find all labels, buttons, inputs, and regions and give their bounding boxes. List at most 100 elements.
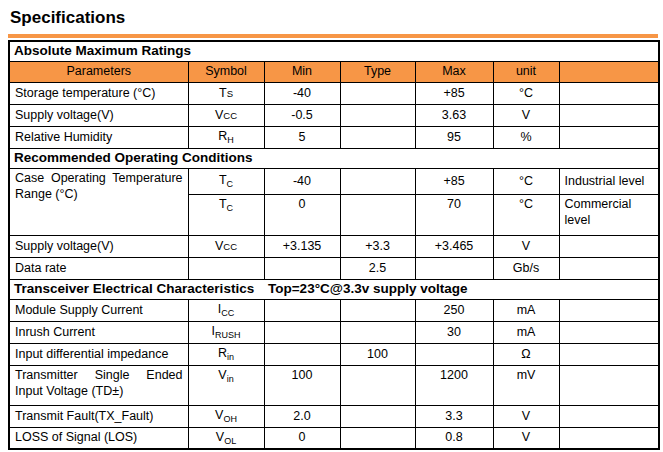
type-value-cell: [340, 168, 415, 194]
min-value-cell: 0: [264, 194, 340, 235]
note-cell: Commercial level: [559, 194, 659, 235]
section-cell: Absolute Maximum Ratings: [9, 41, 659, 61]
column-header-blank: [559, 61, 659, 82]
symbol-subscript: S: [227, 88, 233, 99]
symbol-base: V: [216, 430, 224, 444]
table-row: Supply voltage(V)VCC-0.53.63V: [9, 104, 659, 126]
symbol-cell: VCC: [188, 235, 264, 257]
max-value-cell: +85: [415, 82, 493, 104]
symbol-cell: TS: [188, 82, 264, 104]
section-subtitle: Top=23°C@3.3v supply voltage: [268, 281, 468, 296]
note-cell: [559, 126, 659, 148]
note-cell: [559, 82, 659, 104]
note-cell: [559, 405, 659, 427]
parameter-cell: Data rate: [9, 257, 188, 279]
table-row: Relative HumidityRH595%: [9, 126, 659, 148]
note-cell: [559, 104, 659, 126]
section-title: Transceiver Electrical Characteristics: [14, 281, 268, 298]
table-row: Supply voltage(V)VCC+3.135+3.3+3.465V: [9, 235, 659, 257]
type-value-cell: [340, 194, 415, 235]
table-row: Module Supply CurrentICC250mA: [9, 299, 659, 321]
unit-cell: V: [493, 235, 559, 257]
min-value-cell: 2.0: [264, 405, 340, 427]
symbol-base: V: [218, 368, 226, 382]
unit-cell: mA: [493, 321, 559, 343]
column-header-unit: unit: [493, 61, 559, 82]
table-row: Storage temperature (°C)TS-40+85°C: [9, 82, 659, 104]
parameter-cell: Supply voltage(V): [9, 104, 188, 126]
symbol-cell: Vin: [188, 365, 264, 405]
table-row: Transmit Fault(TX_Fault)VOH2.0 3.3V: [9, 405, 659, 427]
unit-cell: mA: [493, 299, 559, 321]
column-header-symbol: Symbol: [188, 61, 264, 82]
column-header-min: Min: [264, 61, 340, 82]
type-value-cell: +3.3: [340, 235, 415, 257]
max-value-cell: 95: [415, 126, 493, 148]
note-cell: Industrial level: [559, 168, 659, 194]
symbol-subscript: RUSH: [215, 330, 241, 340]
parameter-cell: Supply voltage(V): [9, 235, 188, 257]
symbol-base: R: [218, 129, 227, 143]
symbol-subscript: H: [227, 135, 234, 145]
parameter-cell: Input differential impedance: [9, 343, 188, 365]
max-value-cell: [415, 257, 493, 279]
min-value-cell: -40: [264, 82, 340, 104]
max-value-cell: 3.3: [415, 405, 493, 427]
unit-cell: %: [493, 126, 559, 148]
unit-cell: °C: [493, 82, 559, 104]
table-row: Transmitter Single Ended Input Voltage (…: [9, 365, 659, 405]
symbol-subscript: OL: [224, 435, 236, 445]
type-value-cell: [340, 299, 415, 321]
max-value-cell: 3.63: [415, 104, 493, 126]
symbol-subscript: C: [227, 202, 234, 212]
unit-cell: V: [493, 427, 559, 449]
type-value-cell: [340, 405, 415, 427]
unit-cell: V: [493, 405, 559, 427]
note-cell: [559, 343, 659, 365]
min-value-cell: 100: [264, 365, 340, 405]
unit-cell: Gb/s: [493, 257, 559, 279]
symbol-subscript: in: [227, 373, 234, 383]
max-value-cell: 70: [415, 194, 493, 235]
symbol-subscript: C: [227, 179, 234, 189]
symbol-cell: IRUSH: [188, 321, 264, 343]
column-header-max: Max: [415, 61, 493, 82]
section-cell: Recommended Operating Conditions: [9, 148, 659, 168]
min-value-cell: [264, 257, 340, 279]
symbol-cell: TC: [188, 168, 264, 194]
parameter-cell: Inrush Current: [9, 321, 188, 343]
unit-cell: °C: [493, 194, 559, 235]
symbol-cell: RH: [188, 126, 264, 148]
symbol-cell: VOH: [188, 405, 264, 427]
column-header-row: ParametersSymbolMinTypeMaxunit: [9, 61, 659, 82]
min-value-cell: +3.135: [264, 235, 340, 257]
spec-table: Absolute Maximum RatingsParametersSymbol…: [8, 40, 660, 450]
symbol-base: R: [218, 346, 227, 360]
section-header-row: Recommended Operating Conditions: [9, 148, 659, 168]
parameter-cell: Transmit Fault(TX_Fault): [9, 405, 188, 427]
table-row: Case Operating Temperature Range (°C)TC-…: [9, 168, 659, 194]
symbol-subscript: OH: [223, 414, 237, 424]
type-value-cell: [340, 365, 415, 405]
column-header-type: Type: [340, 61, 415, 82]
parameter-cell: Relative Humidity: [9, 126, 188, 148]
symbol-base: T: [219, 86, 227, 100]
column-header-parameters: Parameters: [9, 61, 188, 82]
table-row: Data rate 2.5 Gb/s: [9, 257, 659, 279]
min-value-cell: -40: [264, 168, 340, 194]
max-value-cell: 30: [415, 321, 493, 343]
symbol-base: T: [219, 197, 227, 211]
symbol-subscript: in: [227, 352, 234, 362]
table-row: Input differential impedanceRin100Ω: [9, 343, 659, 365]
min-value-cell: 5: [264, 126, 340, 148]
min-value-cell: [264, 321, 340, 343]
type-value-cell: 2.5: [340, 257, 415, 279]
symbol-subscript: CC: [223, 241, 237, 252]
symbol-cell: ICC: [188, 299, 264, 321]
note-cell: [559, 427, 659, 449]
max-value-cell: +85: [415, 168, 493, 194]
note-cell: [559, 321, 659, 343]
table-row: Inrush CurrentIRUSH 30mA: [9, 321, 659, 343]
note-cell: [559, 235, 659, 257]
parameter-cell: LOSS of Signal (LOS): [9, 427, 188, 449]
